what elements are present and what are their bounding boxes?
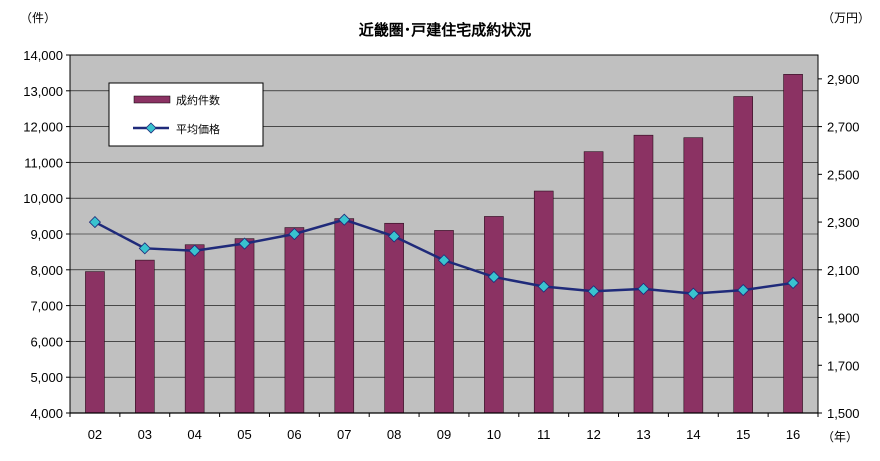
x-axis-unit: （年）: [822, 430, 858, 444]
x-tick-label: 11: [537, 427, 551, 442]
bar: [683, 137, 704, 414]
left-tick-label: 6,000: [30, 334, 63, 349]
x-tick-label: 09: [437, 427, 451, 442]
price-point: [437, 254, 451, 267]
right-tick-label: 2,100: [827, 263, 860, 278]
price-point: [138, 242, 151, 255]
bar-series: [85, 74, 803, 414]
left-tick-label: 12,000: [23, 120, 63, 135]
right-tick-label: 1,500: [827, 406, 860, 421]
line-series: [88, 213, 800, 300]
x-tick-label: 16: [786, 427, 800, 442]
left-tick-label: 10,000: [23, 191, 63, 206]
bar: [733, 96, 754, 414]
left-tick-label: 14,000: [23, 48, 63, 63]
bar: [184, 244, 205, 414]
price-point: [288, 227, 301, 241]
x-tick-label: 07: [337, 427, 351, 442]
left-axis-unit: （件）: [20, 11, 56, 25]
left-tick-label: 5,000: [30, 370, 63, 385]
left-tick-label: 9,000: [30, 227, 63, 242]
legend-bar-swatch: [133, 95, 171, 104]
bar: [783, 74, 803, 414]
price-point: [388, 230, 401, 243]
bar: [234, 238, 255, 414]
bar: [633, 134, 654, 414]
right-axis-ticks: 1,500 1,700 1,900 2,100 2,300 2,500 2,700 2,900: [818, 72, 860, 421]
left-tick-label: 4,000: [30, 406, 63, 421]
x-tick-label: 02: [88, 427, 102, 442]
chart-title: 近畿圏･戸建住宅成約状況: [359, 21, 532, 39]
x-tick-label: 08: [387, 427, 401, 442]
x-tick-label: 10: [487, 427, 501, 442]
price-point: [687, 287, 700, 300]
left-tick-label: 7,000: [30, 299, 63, 314]
price-point: [737, 284, 750, 297]
left-tick-label: 8,000: [30, 263, 63, 278]
price-point: [787, 276, 800, 289]
price-point: [487, 270, 500, 284]
price-point: [238, 237, 251, 250]
bar: [533, 190, 554, 414]
left-tick-label: 13,000: [23, 84, 63, 99]
left-axis-ticks: 4,000 5,000 6,000 7,000 8,000 9,000 10,000 11,0…: [23, 48, 70, 421]
price-point: [587, 285, 600, 298]
right-tick-label: 1,700: [827, 358, 860, 373]
legend-box: [108, 82, 264, 147]
x-tick-label: 12: [586, 427, 600, 442]
x-tick-label: 13: [636, 427, 650, 442]
price-point: [537, 280, 550, 293]
legend-line-marker: [145, 122, 157, 134]
x-tick-label: 03: [138, 427, 152, 442]
bar: [135, 259, 155, 414]
x-tick-label: 05: [237, 427, 251, 442]
bar: [284, 227, 305, 414]
legend-bar-label: 成約件数: [176, 93, 220, 107]
left-tick-label: 11,000: [24, 155, 63, 170]
x-tick-label: 15: [736, 427, 750, 442]
right-tick-label: 2,300: [827, 215, 860, 230]
bar: [484, 216, 504, 414]
right-tick-label: 2,500: [827, 167, 860, 182]
price-point: [637, 282, 650, 295]
x-axis-ticks: 02 03 04 05 06 07 08 09 10 11 12 13 14 15 16: [69, 413, 819, 442]
right-tick-label: 2,900: [827, 72, 860, 87]
bar: [334, 218, 355, 414]
price-point: [338, 213, 351, 226]
price-point: [188, 244, 201, 257]
right-tick-label: 2,700: [827, 120, 860, 135]
price-point: [88, 216, 101, 229]
bar: [384, 222, 404, 414]
bar: [583, 151, 604, 414]
legend: 成約件数 平均価格: [108, 82, 264, 147]
x-tick-label: 14: [686, 427, 700, 442]
x-tick-label: 06: [287, 427, 301, 442]
legend-line-label: 平均価格: [176, 122, 220, 136]
right-tick-label: 1,900: [827, 311, 860, 326]
bar: [85, 271, 105, 414]
x-tick-label: 04: [187, 427, 201, 442]
right-axis-unit: （万円）: [822, 11, 870, 25]
